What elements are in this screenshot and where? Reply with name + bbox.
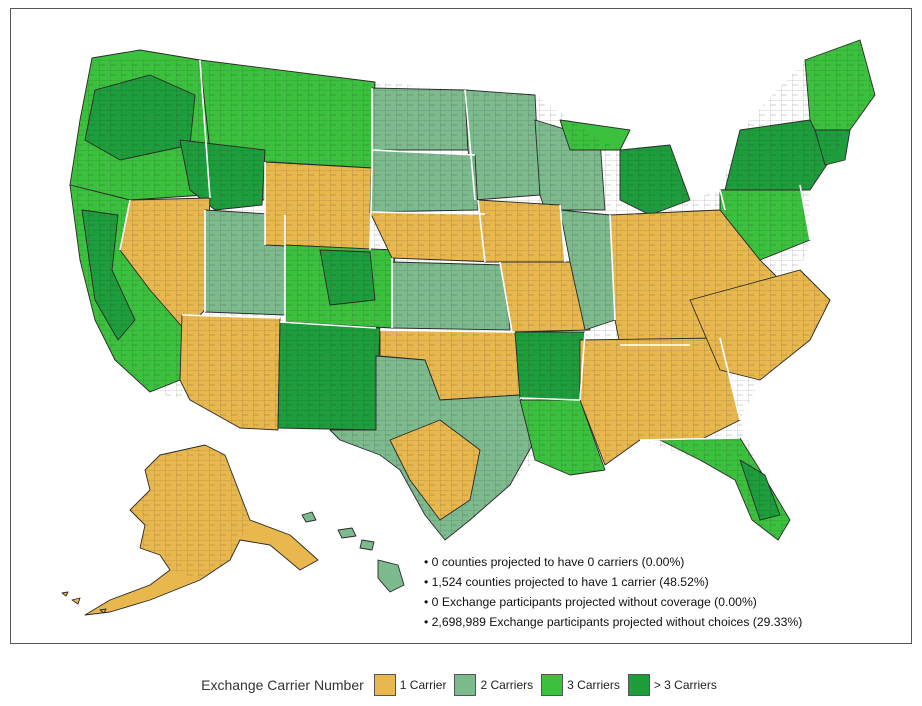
state-boundaries [119,59,811,441]
stat-item: • 0 counties projected to have 0 carrier… [424,555,685,569]
map-legend: Exchange Carrier Number 1 Carrier 2 Carr… [0,670,922,700]
stat-item: • 0 Exchange participants projected with… [424,595,757,609]
legend-label: 3 Carriers [567,678,620,692]
legend-title: Exchange Carrier Number [201,677,364,693]
statistics-list: • 0 counties projected to have 0 carrier… [424,552,904,632]
legend-label: 2 Carriers [480,678,534,692]
legend-swatch-2-carriers [454,674,477,696]
legend-label: 1 Carrier [399,678,447,692]
county-boundaries [70,40,875,540]
legend-label: > 3 Carriers [653,678,717,692]
alaska [61,444,319,616]
stat-item: • 1,524 counties projected to have 1 car… [424,575,709,589]
stat-text: 1,524 counties projected to have 1 carri… [431,575,709,589]
stat-item: • 2,698,989 Exchange participants projec… [424,615,803,629]
stat-text: 0 Exchange participants projected withou… [431,595,757,609]
stat-text: 2,698,989 Exchange participants projecte… [431,615,803,629]
legend-swatch-more-than-3-carriers [627,674,650,696]
legend-swatch-1-carrier [373,674,396,696]
legend-swatch-3-carriers [541,674,564,696]
hawaii [301,511,405,593]
stat-text: 0 counties projected to have 0 carriers … [431,555,685,569]
